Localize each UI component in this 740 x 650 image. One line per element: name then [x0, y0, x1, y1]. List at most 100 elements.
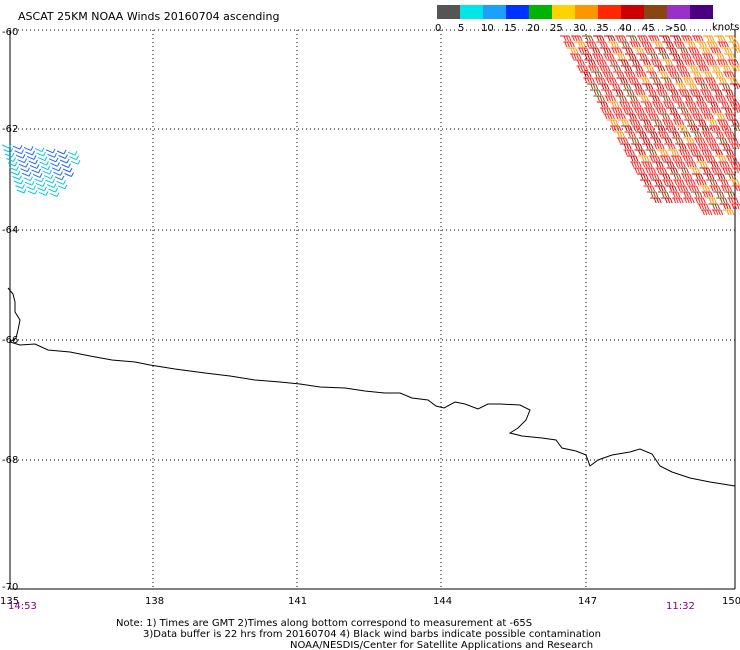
wind-barb	[692, 155, 705, 162]
lon-label: 138	[145, 596, 164, 607]
wind-barb	[602, 71, 614, 78]
wind-barb	[660, 77, 672, 84]
wind-barb	[636, 113, 648, 120]
wind-barb	[628, 119, 641, 126]
wind-barb	[666, 107, 678, 114]
wind-barb	[722, 209, 735, 216]
time-label-right: 11:32	[666, 601, 695, 612]
wind-barb	[629, 101, 642, 108]
wind-barb	[647, 53, 659, 60]
wind-barb	[697, 143, 709, 150]
wind-barb	[684, 101, 697, 108]
wind-barb	[678, 89, 690, 96]
wind-barb	[587, 65, 600, 72]
wind-barb	[657, 131, 669, 138]
wind-barb	[662, 41, 674, 48]
legend-label: 40	[619, 23, 632, 34]
wind-barb	[644, 107, 656, 114]
wind-barb	[582, 35, 594, 42]
wind-barb	[638, 137, 651, 144]
wind-barb	[573, 59, 585, 66]
wind-barb	[581, 53, 593, 60]
wind-barb	[638, 77, 650, 84]
wind-barb	[725, 35, 737, 42]
wind-barb	[49, 192, 60, 198]
wind-barb	[682, 137, 695, 144]
wind-barb	[656, 149, 668, 156]
wind-barb	[614, 53, 626, 60]
wind-barb	[25, 150, 35, 156]
wind-barb	[700, 209, 713, 216]
wind-barb	[727, 197, 739, 204]
wind-barb	[668, 71, 680, 78]
wind-barb	[706, 101, 719, 108]
wind-barb	[709, 47, 722, 54]
wind-barb	[641, 161, 653, 168]
wind-barb	[716, 59, 728, 66]
wind-barb	[669, 173, 682, 180]
wind-barb	[707, 161, 719, 168]
wind-barb	[70, 159, 81, 165]
wind-barb	[50, 162, 60, 167]
wind-barb	[688, 107, 700, 114]
wind-barb	[719, 143, 731, 150]
wind-barb	[42, 169, 52, 175]
wind-barb	[623, 149, 635, 156]
wind-barb	[675, 65, 688, 72]
lon-label: 135	[0, 596, 19, 607]
wind-barb	[728, 101, 740, 108]
wind-barb	[4, 152, 15, 158]
wind-barb	[614, 113, 626, 120]
wind-barb	[720, 47, 733, 54]
wind-barb	[701, 71, 713, 78]
wind-barb	[597, 83, 610, 90]
wind-barb	[566, 47, 579, 54]
wind-barb	[606, 119, 619, 126]
wind-barb	[713, 173, 726, 180]
wind-barb	[632, 47, 645, 54]
legend-label: 10	[481, 23, 494, 34]
wind-barb	[27, 189, 38, 195]
wind-barb	[629, 41, 641, 48]
wind-barb	[712, 131, 724, 138]
wind-barb	[687, 125, 699, 132]
wind-barb	[45, 178, 55, 184]
wind-barb	[666, 167, 678, 174]
wind-barb	[679, 71, 691, 78]
legend-label: 45	[642, 23, 655, 34]
wind-barb	[714, 35, 726, 42]
wind-barb	[3, 148, 13, 153]
wind-barb	[56, 149, 67, 155]
legend-unit: knots	[712, 22, 739, 33]
wind-barb	[593, 35, 605, 42]
wind-barb	[696, 83, 709, 90]
wind-barb	[591, 71, 603, 78]
wind-barb	[701, 191, 714, 198]
wind-barb	[47, 153, 57, 158]
wind-barb	[48, 187, 58, 193]
wind-barb	[577, 47, 590, 54]
wind-barb	[679, 131, 691, 138]
wind-barb	[714, 155, 727, 162]
wind-barb	[653, 65, 666, 72]
wind-barb	[657, 191, 670, 198]
wind-barb	[681, 95, 693, 102]
wind-barb	[621, 47, 634, 54]
wind-barb	[730, 143, 740, 150]
wind-barb	[716, 119, 729, 126]
wind-barb	[687, 47, 700, 54]
wind-barb	[670, 95, 682, 102]
wind-barb	[720, 125, 732, 132]
wind-barb	[676, 125, 688, 132]
wind-barb	[21, 171, 32, 177]
wind-barb	[680, 53, 692, 60]
wind-barb	[702, 53, 714, 60]
wind-barb	[610, 47, 623, 54]
legend-label: 20	[527, 23, 540, 34]
wind-barb	[663, 83, 676, 90]
wind-barb	[633, 167, 645, 174]
wind-barb	[682, 77, 694, 84]
wind-barb	[642, 143, 654, 150]
wind-barb	[31, 168, 41, 174]
wind-barb	[628, 59, 640, 66]
